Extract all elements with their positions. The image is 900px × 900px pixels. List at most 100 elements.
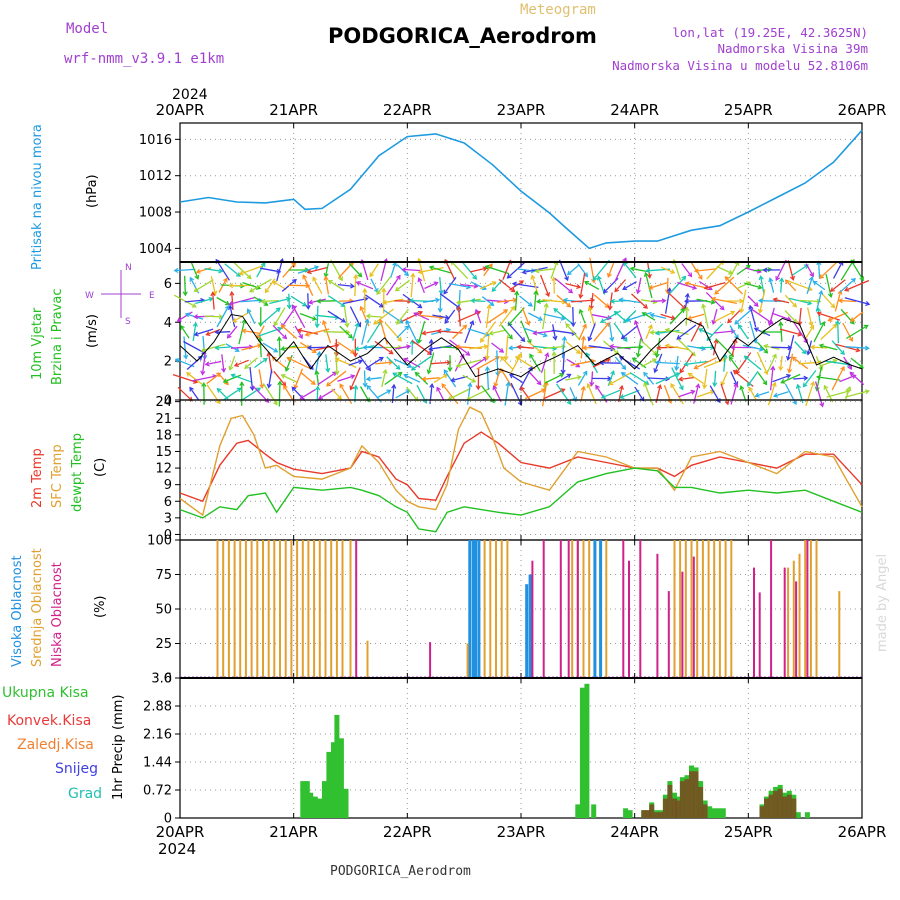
- wind-arrow: [771, 312, 791, 321]
- wind-arrow-head: [837, 298, 843, 304]
- wind-arrow: [584, 281, 600, 290]
- wind-arrow-head: [681, 275, 687, 281]
- wind-arrow: [609, 372, 632, 385]
- wind-arrow: [177, 386, 193, 402]
- cloud-bar: [792, 560, 795, 678]
- wind-arrow-head: [273, 321, 279, 327]
- wind-arrow: [626, 311, 652, 322]
- wind-arrow: [194, 328, 214, 336]
- wind-arrow: [486, 367, 490, 390]
- wind-arrow-head: [484, 264, 490, 270]
- wind-arrow: [195, 297, 213, 305]
- wind-arrow-head: [378, 318, 384, 324]
- wind-arrow-head: [291, 304, 297, 310]
- wind-arrow: [223, 387, 242, 401]
- top-day-label: 25APR: [724, 101, 773, 119]
- wind-arrow: [601, 389, 621, 399]
- wind-arrow-head: [846, 386, 852, 392]
- precip-conv-bar: [773, 790, 779, 818]
- wind-arrow-head: [183, 354, 189, 360]
- wind-arrow: [422, 299, 440, 303]
- wind-arrow: [327, 310, 346, 323]
- wind-arrow: [338, 261, 354, 279]
- wind-arrow: [845, 346, 869, 349]
- wind-arrow-head: [710, 299, 716, 305]
- wind-arrow-head: [566, 302, 572, 308]
- wind-arrow-head: [643, 381, 648, 387]
- wind-arrow-head: [634, 319, 639, 326]
- cloud-bar: [605, 540, 608, 678]
- wind-arrow-head: [323, 275, 329, 281]
- wind-arrow: [712, 339, 718, 356]
- wind-arrow-head: [848, 336, 854, 343]
- wind-arrow-head: [491, 281, 497, 286]
- wind-arrow-head: [711, 319, 717, 326]
- wind-arrow-head: [710, 296, 717, 302]
- wind-arrow-head: [314, 369, 320, 375]
- wind-arrow-head: [350, 374, 356, 380]
- wind-arrow: [588, 323, 596, 341]
- wind-arrow-head: [730, 310, 736, 316]
- wind-arrow: [205, 360, 222, 366]
- wind-arrow: [844, 386, 851, 402]
- wind-arrow-head: [508, 345, 514, 351]
- wind-arrow-head: [727, 318, 732, 324]
- cloud-bar: [681, 571, 684, 678]
- wind-arrow-head: [691, 284, 698, 290]
- wind-arrow-head: [256, 387, 262, 393]
- wind-arrow: [748, 387, 758, 401]
- wind-arrow: [607, 370, 615, 387]
- wind-arrow: [469, 345, 488, 350]
- pressure-unit: (hPa): [85, 174, 100, 208]
- wind-arrow: [496, 350, 499, 376]
- wind-arrow-head: [500, 356, 506, 361]
- wind-arrow-head: [404, 325, 410, 331]
- wind-arrow: [805, 381, 815, 407]
- wind-arrow-head: [537, 316, 544, 321]
- wind-arrow: [572, 306, 574, 327]
- wind-arrow: [820, 324, 838, 340]
- wind-arrow-head: [235, 272, 241, 277]
- wind-arrow-head: [621, 365, 627, 370]
- wind-arrow-head: [283, 384, 288, 390]
- cloud-bar: [588, 540, 591, 678]
- wind-arrow-head: [850, 278, 856, 283]
- wind-arrow-head: [193, 287, 199, 292]
- wind-arrow-head: [450, 377, 456, 383]
- wind-arrow-head: [748, 386, 754, 392]
- wind-arrow-head: [719, 305, 725, 311]
- wind-arrow-head: [576, 283, 582, 289]
- wind-arrow-head: [417, 277, 423, 283]
- wind-arrow: [479, 281, 496, 290]
- wind-arrow: [288, 293, 291, 309]
- wind-arrow: [677, 338, 696, 357]
- wind-arrow: [650, 314, 667, 319]
- wind-arrow: [727, 309, 741, 324]
- wind-arrow: [784, 309, 797, 324]
- wind-arrow: [588, 345, 615, 350]
- wind-arrow-head: [282, 334, 288, 340]
- wind-arrow: [365, 356, 384, 370]
- wind-arrow: [316, 305, 319, 328]
- wind-arrow: [714, 276, 735, 295]
- lonlat-label: lon,lat (19.25E, 42.3625N): [672, 25, 868, 40]
- wind-arrow-head: [428, 338, 434, 344]
- wind-arrow: [831, 340, 845, 355]
- wind-arrow-head: [302, 274, 308, 280]
- cloud-bar: [787, 567, 790, 678]
- wind-arrow: [554, 277, 573, 294]
- wind-arrow-head: [193, 331, 199, 337]
- precip-total-bar: [716, 808, 722, 818]
- wind-arrow: [294, 368, 304, 389]
- cloud-bar: [806, 540, 809, 678]
- wind-arrow: [470, 267, 487, 273]
- wind-arrow: [230, 346, 253, 349]
- wind-arrow-head: [365, 376, 371, 382]
- wind-arrow-head: [779, 277, 785, 283]
- wind-arrow-head: [687, 372, 693, 378]
- wind-arrow-head: [748, 304, 754, 310]
- wind-arrow: [784, 383, 797, 405]
- wind-arrow-head: [698, 274, 703, 280]
- precip-total-bar: [317, 798, 323, 818]
- wind-arrow: [493, 385, 502, 403]
